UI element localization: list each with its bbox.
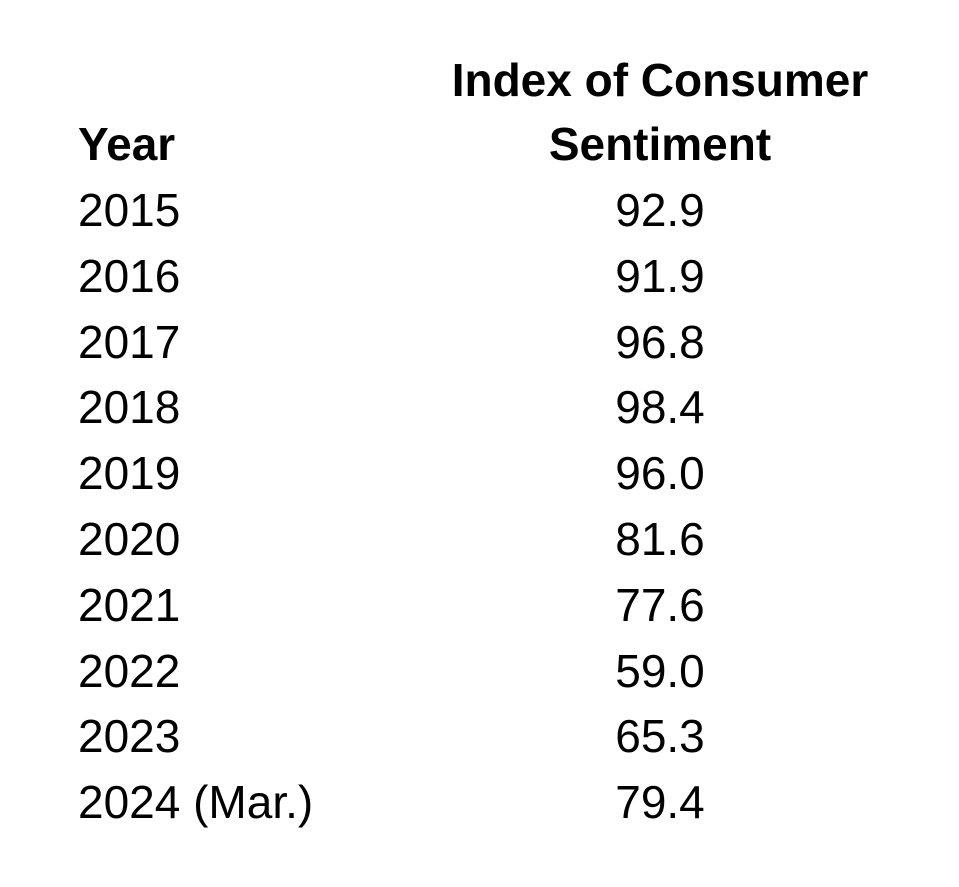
year-cell: 2023 <box>78 710 181 763</box>
index-cell: 81.6 <box>615 513 705 565</box>
column-header: Index of Consumer Sentiment <box>451 54 869 170</box>
year-cell: 2022 <box>78 644 181 697</box>
year-cell: 2016 <box>78 249 181 302</box>
index-cell: 92.9 <box>615 184 705 236</box>
year-cell: 2019 <box>78 447 181 500</box>
year-cell: 2020 <box>78 513 181 565</box>
year-cell: 2024 (Mar.) <box>78 776 314 829</box>
year-cell: 2021 <box>78 578 181 631</box>
year-cell: 2017 <box>78 315 181 368</box>
index-cell: 79.4 <box>615 776 705 829</box>
column-header: Year <box>78 118 176 170</box>
index-cell: 65.3 <box>615 710 705 763</box>
index-cell: 96.0 <box>615 447 705 500</box>
index-cell: 59.0 <box>615 644 705 697</box>
year-cell: 2018 <box>78 381 181 434</box>
year-cell: 2015 <box>78 184 181 236</box>
index-cell: 96.8 <box>615 315 705 368</box>
index-cell: 98.4 <box>615 381 705 434</box>
index-cell: 77.6 <box>615 578 705 631</box>
index-cell: 91.9 <box>615 249 705 302</box>
